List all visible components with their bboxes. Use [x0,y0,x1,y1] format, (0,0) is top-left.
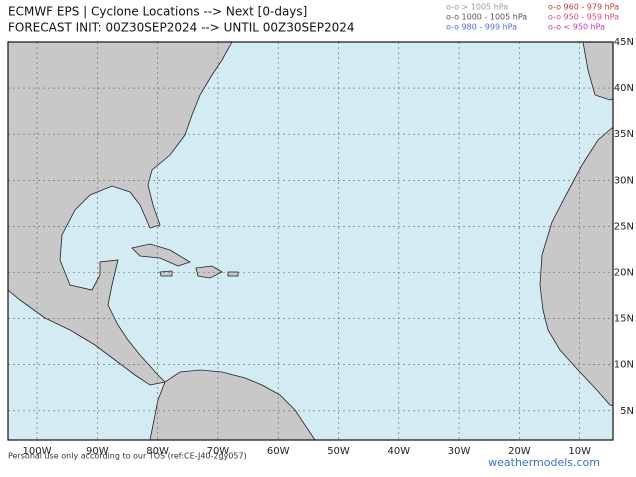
lon-label: 40W [387,446,410,457]
land [8,42,613,440]
lat-label: 10N [614,360,634,371]
lat-label: 40N [614,83,634,94]
lat-label: 5N [620,406,634,417]
lon-label: 70W [207,446,230,457]
legend-entry: o-o 980 - 999 hPa [446,23,517,32]
hispaniola [195,265,223,279]
legend-entry: o-o 960 - 979 hPa [548,3,619,12]
graticule [8,42,613,440]
iberia [582,42,613,101]
lat-label: 25N [614,221,634,232]
lon-label: 60W [267,446,290,457]
south-america [149,369,316,440]
lat-label: 35N [614,129,634,140]
watermark: weathermodels.com [488,456,600,469]
lon-label: 50W [327,446,350,457]
cuba [131,243,191,267]
africa [539,127,613,406]
legend-entry: o-o < 950 hPa [548,23,605,32]
legend-entry: o-o 950 - 959 hPa [548,13,619,22]
lon-label: 100W [23,446,52,457]
jamaica [159,270,173,277]
legend-entry: o-o > 1005 hPa [446,3,508,12]
lat-label: 45N [614,37,634,48]
lon-label: 10W [568,446,591,457]
title: ECMWF EPS | Cyclone Locations --> Next [… [8,5,307,19]
footer-notice: Personal use only according to our TOS (… [8,452,247,461]
lat-label: 30N [614,175,634,186]
lat-label: 15N [614,314,634,325]
north-america [8,42,233,386]
legend-entry: o-o 1000 - 1005 hPa [446,13,527,22]
lon-label: 80W [146,446,169,457]
lon-label: 90W [86,446,109,457]
puerto-rico [227,271,239,277]
map-frame [7,41,614,441]
lon-label: 30W [448,446,471,457]
lat-label: 20N [614,268,634,279]
lon-label: 20W [508,446,531,457]
subtitle: FORECAST INIT: 00Z30SEP2024 --> UNTIL 00… [8,21,354,35]
